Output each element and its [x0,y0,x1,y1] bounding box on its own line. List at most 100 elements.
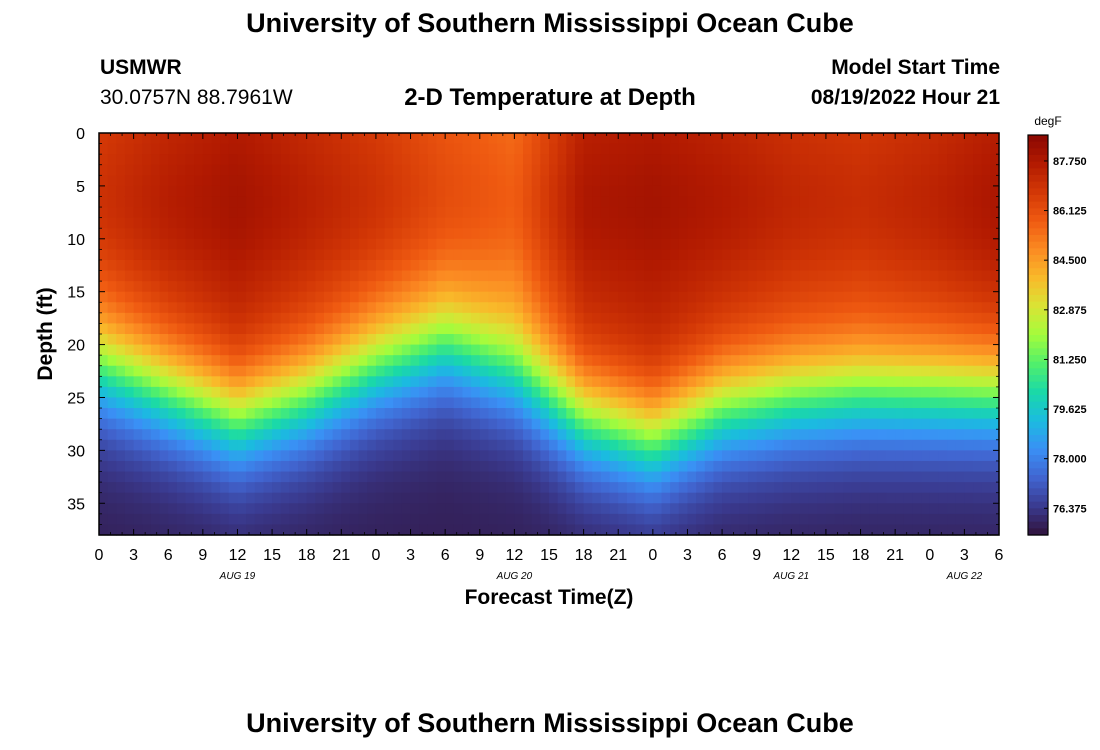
heatmap-cell [574,164,585,176]
heatmap-cell [436,503,446,515]
heatmap-cell [799,397,810,409]
heatmap-cell [557,503,567,515]
heatmap-cell [990,376,1000,388]
heatmap-cell [471,355,481,367]
heatmap-cell [332,365,342,377]
heatmap-cell [289,482,299,494]
heatmap-cell [808,513,818,526]
heatmap-cell [384,460,394,473]
heatmap-cell [202,334,213,346]
heatmap-cell [445,334,455,346]
heatmap-cell [912,450,922,462]
heatmap-cell [843,302,853,314]
heatmap-cell [964,503,974,515]
heatmap-cell [358,386,368,399]
heatmap-cell [384,492,394,504]
heatmap-cell [315,281,325,293]
heatmap-cell [185,418,195,430]
heatmap-cell [964,312,974,325]
heatmap-cell [497,196,507,208]
heatmap-cell [324,312,334,325]
heatmap-cell [298,355,308,367]
heatmap-cell [670,460,680,473]
heatmap-cell [202,524,213,536]
heatmap-cell [566,397,576,409]
heatmap-cell [306,133,316,145]
heatmap-cell [886,291,896,303]
heatmap-cell [618,439,628,451]
heatmap-cell [973,281,983,293]
heatmap-cell [358,408,368,420]
heatmap-cell [280,302,290,314]
heatmap-cell [973,397,983,409]
heatmap-cell [133,334,143,346]
heatmap-cell [748,238,758,250]
heatmap-cell [973,471,983,483]
heatmap-cell [488,143,498,155]
heatmap-cell [730,143,740,155]
heatmap-cell [497,397,507,409]
heatmap-cell [367,291,377,303]
heatmap-cell [254,238,265,250]
heatmap-cell [860,154,870,166]
heatmap-cell [756,164,766,176]
heatmap-cell [254,513,265,526]
heatmap-cell [730,397,740,409]
heatmap-cell [488,302,498,314]
heatmap-cell [843,386,853,399]
heatmap-cell [774,513,784,526]
heatmap-cell [324,439,334,451]
heatmap-cell [107,133,117,145]
heatmap-cell [315,482,325,494]
heatmap-cell [825,376,836,388]
heatmap-cell [687,450,697,462]
heatmap-cell [514,503,524,515]
heatmap-cell [471,334,481,346]
heatmap-cell [124,492,135,504]
heatmap-cell [825,334,836,346]
heatmap-cell [142,386,152,399]
heatmap-cell [895,312,905,325]
heatmap-cell [505,397,515,409]
heatmap-cell [211,334,221,346]
heatmap-cell [375,503,386,515]
heatmap-cell [895,334,905,346]
heatmap-cell [168,238,178,250]
heatmap-cell [903,323,914,335]
heatmap-cell [626,460,637,473]
heatmap-cell [964,397,974,409]
heatmap-cell [202,365,213,377]
heatmap-cell [592,228,602,240]
heatmap-cell [877,281,888,293]
heatmap-cell [817,143,827,155]
colorbar-segment [1028,448,1048,456]
heatmap-cell [635,249,645,261]
colorbar-segment [1028,521,1048,529]
heatmap-cell [774,281,784,293]
heatmap-cell [938,418,948,430]
heatmap-cell [808,302,818,314]
heatmap-cell [782,217,792,229]
heatmap-cell [895,217,905,229]
heatmap-cell [194,175,204,187]
heatmap-cell [410,524,420,536]
heatmap-cell [808,291,818,303]
heatmap-cell [176,281,187,293]
heatmap-cell [419,291,429,303]
heatmap-cell [419,185,429,198]
heatmap-cell [626,143,637,155]
heatmap-cell [462,513,472,526]
heatmap-cell [332,133,342,145]
heatmap-cell [427,471,438,483]
heatmap-cell [678,439,689,451]
heatmap-cell [964,418,974,430]
heatmap-cell [315,154,325,166]
heatmap-cell [185,334,195,346]
heatmap-cell [808,196,818,208]
heatmap-cell [523,408,533,420]
heatmap-cell [817,249,827,261]
heatmap-cell [228,312,239,325]
heatmap-cell [246,270,256,282]
heatmap-cell [349,196,360,208]
y-tick-label: 20 [67,338,85,355]
